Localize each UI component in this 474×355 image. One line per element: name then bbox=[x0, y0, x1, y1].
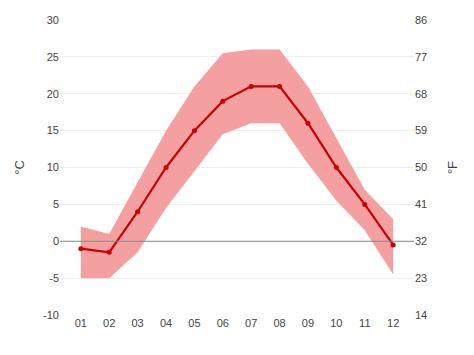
svg-text:11: 11 bbox=[359, 317, 370, 329]
svg-text:05: 05 bbox=[188, 317, 200, 329]
svg-text:10: 10 bbox=[330, 317, 342, 329]
svg-text:01: 01 bbox=[75, 317, 87, 329]
svg-text:20: 20 bbox=[47, 88, 59, 100]
svg-text:10: 10 bbox=[47, 161, 59, 173]
svg-text:32: 32 bbox=[415, 235, 427, 247]
svg-text:°C: °C bbox=[12, 160, 27, 175]
svg-text:41: 41 bbox=[415, 198, 427, 210]
svg-text:86: 86 bbox=[415, 14, 427, 26]
svg-text:25: 25 bbox=[47, 51, 59, 63]
svg-text:30: 30 bbox=[47, 14, 59, 26]
svg-text:03: 03 bbox=[131, 317, 143, 329]
svg-text:12: 12 bbox=[387, 317, 399, 329]
svg-text:04: 04 bbox=[160, 317, 172, 329]
svg-text:-5: -5 bbox=[49, 272, 59, 284]
svg-text:59: 59 bbox=[415, 124, 427, 136]
svg-text:15: 15 bbox=[47, 124, 59, 136]
svg-text:-10: -10 bbox=[43, 309, 59, 321]
svg-text:77: 77 bbox=[415, 51, 427, 63]
svg-text:68: 68 bbox=[415, 88, 427, 100]
svg-text:5: 5 bbox=[53, 198, 59, 210]
svg-text:08: 08 bbox=[273, 317, 285, 329]
svg-text:0: 0 bbox=[53, 235, 59, 247]
svg-text:50: 50 bbox=[415, 161, 427, 173]
svg-text:14: 14 bbox=[415, 309, 427, 321]
svg-text:07: 07 bbox=[245, 317, 257, 329]
svg-text:09: 09 bbox=[302, 317, 314, 329]
svg-text:06: 06 bbox=[217, 317, 229, 329]
svg-text:°F: °F bbox=[445, 161, 460, 174]
svg-text:02: 02 bbox=[103, 317, 115, 329]
svg-text:23: 23 bbox=[415, 272, 427, 284]
